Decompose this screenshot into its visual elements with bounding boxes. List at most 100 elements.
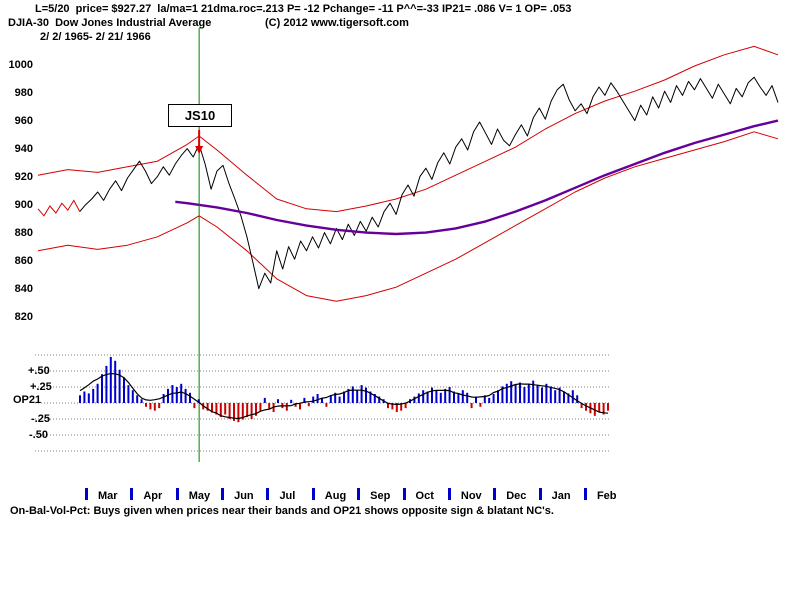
op21-bar-negative [193,403,196,409]
op21-scale-minus25: -.25 [31,413,50,425]
op21-bar-negative [268,403,271,410]
op21-bar-positive [514,385,517,403]
op21-signal-line [79,373,609,419]
op21-bar-negative [206,403,209,411]
op21-bar-positive [576,395,579,403]
op21-bar-positive [373,394,376,403]
op21-bar-positive [131,390,134,403]
op21-bar-positive [351,386,354,403]
op21-bar-positive [444,388,447,403]
op21-bar-positive [114,360,117,403]
signal-arrow-icon [195,146,204,154]
op21-bar-positive [488,397,491,403]
op21-bar-negative [479,403,482,407]
upper-band-line [37,45,779,213]
op21-bar-positive [435,390,438,403]
op21-bar-positive [316,394,319,403]
op21-bar-positive [378,396,381,403]
op21-bar-negative [233,403,235,421]
op21-bar-positive [263,397,266,403]
op21-bar-positive [505,383,508,403]
op21-bar-negative [228,403,231,419]
op21-bar-negative [259,403,262,411]
op21-bar-negative [598,403,601,412]
stats-line: L=5/20 price= $927.27 la/ma=1 21dma.roc=… [35,3,572,15]
op21-bar-negative [153,403,156,411]
op21-bar-positive [87,393,90,403]
op21-bar-positive [92,388,95,403]
op21-bar-positive [303,397,306,403]
op21-bar-positive [545,383,548,403]
op21-bar-positive [567,393,570,403]
op21-bar-positive [448,387,451,403]
op21-bar-positive [180,383,183,403]
op21-bar-positive [184,388,187,403]
op21-bar-positive [549,386,552,403]
op21-bar-positive [417,393,420,403]
op21-bar-negative [307,403,310,407]
op21-bar-positive [167,388,169,403]
op21-bar-positive [532,380,535,403]
op21-bar-positive [457,394,460,403]
op21-bar-positive [519,382,521,403]
op21-bar-positive [483,395,486,403]
op21-bar-positive [554,390,557,403]
op21-bar-positive [571,390,574,403]
op21-bar-positive [422,390,425,403]
op21-scale-plus25: +.25 [30,381,52,393]
op21-bar-negative [285,403,288,411]
op21-bar-positive [118,369,121,403]
op21-bar-positive [501,386,504,403]
op21-bar-negative [215,403,218,415]
op21-bar-positive [277,399,279,403]
op21-bar-negative [585,403,587,411]
date-range: 2/ 2/ 1965- 2/ 21/ 1966 [40,31,151,43]
op21-bar-positive [109,356,112,403]
op21-bar-positive [536,385,539,403]
op21-bar-positive [321,397,323,403]
price-line [79,76,779,290]
op21-bar-negative [211,403,213,413]
signal-label-box: JS10 [168,104,232,127]
op21-bar-positive [343,391,345,403]
op21-bar-negative [607,403,609,411]
op21-bar-positive [369,391,372,403]
op21-bar-positive [439,392,442,403]
op21-bar-positive [558,387,561,403]
op21-bar-negative [255,403,257,416]
op21-bar-positive [105,365,108,403]
op21-scale-plus50: +.50 [28,365,50,377]
op21-bar-positive [360,385,363,403]
op21-bar-positive [123,377,125,403]
op21-bar-positive [475,396,477,403]
op21-bar-positive [497,390,499,403]
op21-bar-positive [365,387,367,403]
op21-bar-positive [527,383,530,403]
op21-bar-positive [136,395,139,403]
op21-bar-negative [404,403,407,409]
op21-bar-positive [431,387,433,403]
op21-bar-positive [426,391,429,403]
op21-bar-positive [338,396,341,403]
op21-bar-negative [250,403,253,419]
op21-bar-negative [391,403,394,410]
op21-bar-negative [246,403,249,418]
op21-bar-positive [79,395,81,403]
op21-bar-negative [294,403,297,407]
price-line-red-segment [37,199,81,217]
op21-bar-positive [101,374,103,403]
op21-bar-positive [334,392,337,403]
op21-bar-positive [563,391,565,403]
op21-bar-positive [127,385,130,403]
op21-bar-negative [470,403,473,409]
moving-average-line [175,119,779,236]
op21-bar-positive [171,385,174,403]
op21-bar-negative [299,403,301,410]
op21-bar-negative [325,403,328,407]
op21-bar-positive [466,392,469,403]
op21-scale-minus50: -.50 [29,429,48,441]
op21-bar-positive [290,399,293,403]
op21-bar-positive [140,399,143,403]
